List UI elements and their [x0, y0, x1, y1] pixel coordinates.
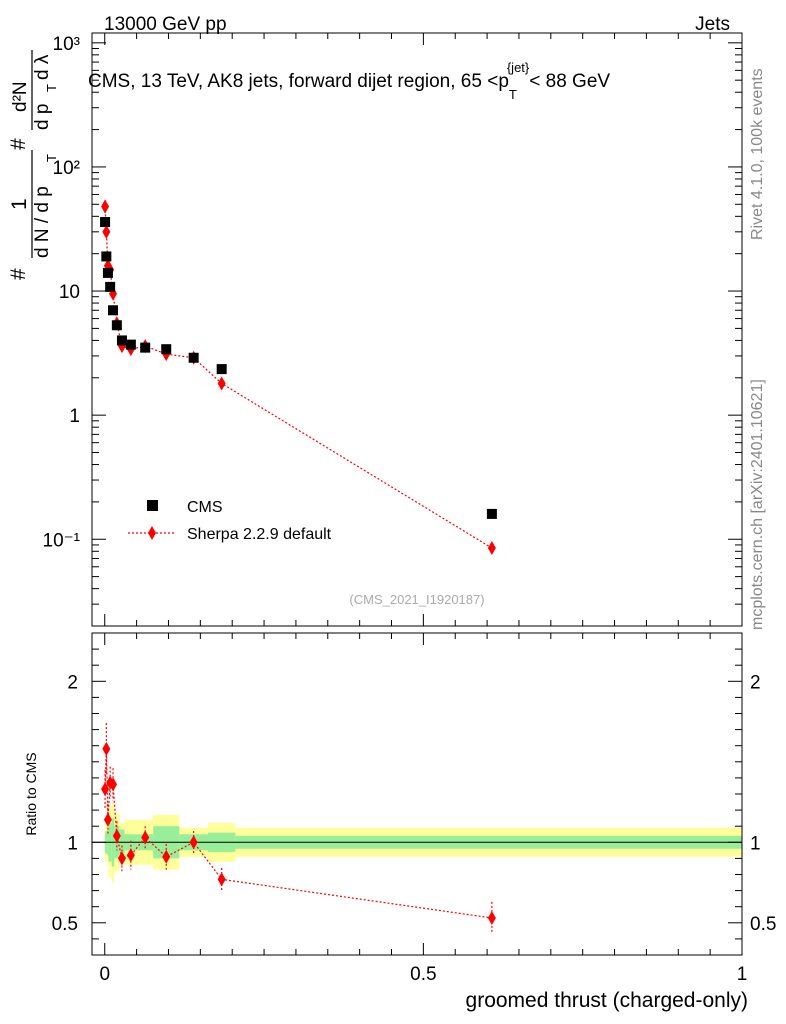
ratio-x-tick-label: 1 — [737, 964, 748, 985]
analysis-id: (CMS_2021_I1920187) — [349, 592, 484, 607]
sherpa-main-line — [104, 206, 493, 549]
cms-main-point — [105, 281, 116, 292]
title-part-sup: {jet} — [507, 60, 530, 75]
main-frame — [91, 32, 743, 627]
sherpa-main-line-group — [104, 206, 493, 549]
legend-sherpa-label: Sherpa 2.2.9 default — [187, 526, 332, 543]
sherpa-main-point — [101, 199, 110, 214]
y-label-sub-t-1: T — [44, 154, 59, 162]
sherpa-ratio-point — [117, 851, 126, 866]
ratio-y-tick-label-right: 2 — [750, 672, 761, 693]
legend-cms-label: CMS — [187, 499, 223, 516]
sherpa-ratio-point — [101, 782, 110, 797]
y-label-numerator: d²N — [10, 81, 31, 112]
y-label-denominator: d N / d p — [32, 186, 53, 258]
cms-main-point — [140, 342, 151, 353]
cms-main-point — [161, 344, 172, 355]
y-label-one: 1 — [8, 198, 31, 210]
cms-main-point — [108, 305, 119, 316]
cms-main-markers — [100, 216, 497, 519]
y-label-den2: d p — [32, 104, 53, 130]
sherpa-main-point — [217, 376, 226, 391]
cms-main-point — [102, 267, 113, 278]
sherpa-main-error-bars — [104, 200, 493, 553]
cms-main-point — [116, 335, 127, 346]
sherpa-main-point — [102, 224, 111, 239]
main-y-tick-label: 10³ — [53, 34, 80, 55]
ratio-y-tick-label: 1 — [67, 833, 78, 854]
energy-label: 13000 GeV pp — [104, 14, 227, 35]
ratio-ticks — [92, 632, 743, 956]
ratio-x-tick-label: 0 — [99, 964, 110, 985]
legend-sherpa-marker — [148, 526, 156, 540]
sherpa-ratio-point — [141, 830, 150, 845]
sherpa-ratio-point — [189, 835, 198, 850]
sherpa-ratio-point — [103, 812, 112, 827]
y-label-hash-2: # — [7, 138, 30, 150]
side-site-label: mcplots.cern.ch [arXiv:2401.10621] — [749, 379, 766, 630]
title-part-end: < 88 GeV — [529, 71, 610, 92]
sherpa-ratio-point — [102, 741, 111, 756]
cms-main-point — [188, 352, 199, 363]
sherpa-ratio-point — [112, 828, 121, 843]
sherpa-ratio-point — [487, 910, 496, 925]
main-y-tick-label: 10⁻¹ — [43, 530, 81, 551]
ratio-x-tick-labels: 0 0.5 1 — [99, 964, 747, 985]
ratio-y-tick-labels: 0.5 0.5 1 1 2 2 — [52, 672, 777, 935]
ratio-x-tick-label: 0.5 — [410, 964, 436, 985]
cms-main-point — [486, 508, 497, 519]
main-y-tick-label: 1 — [69, 406, 80, 427]
legend: CMS Sherpa 2.2.9 default — [128, 499, 332, 543]
sherpa-ratio-markers — [101, 741, 496, 925]
title-part-main: CMS, 13 TeV, AK8 jets, forward dijet reg… — [88, 71, 509, 92]
sherpa-ratio-point — [126, 848, 135, 863]
ratio-y-tick-label-right: 1 — [750, 833, 761, 854]
side-rivet-label: Rivet 4.1.0, 100k events — [749, 68, 766, 240]
y-label-hash-1: # — [7, 268, 30, 280]
x-axis-label: groomed thrust (charged-only) — [466, 989, 748, 1012]
cms-main-point — [125, 339, 136, 350]
sherpa-main-point — [487, 541, 496, 556]
main-y-tick-labels: 10⁻¹ 1 10 10² 10³ — [43, 34, 81, 551]
main-y-tick-label: 10 — [59, 282, 80, 303]
main-y-label: # 1 d N / d p T # d²N d p T d λ — [7, 50, 59, 280]
title-part-sub: T — [509, 87, 517, 102]
chart-title: CMS, 13 TeV, AK8 jets, forward dijet reg… — [88, 60, 610, 102]
cms-main-point — [216, 364, 227, 375]
main-y-tick-label: 10² — [53, 158, 80, 179]
main-ticks — [92, 33, 743, 627]
ratio-y-tick-label-right: 0.5 — [750, 914, 776, 935]
y-label-dlambda: d λ — [32, 54, 53, 80]
sherpa-ratio-point — [109, 777, 118, 792]
sherpa-ratio-point — [162, 849, 171, 864]
ratio-y-tick-label: 0.5 — [52, 914, 78, 935]
cms-main-point — [111, 320, 122, 331]
cms-main-point — [100, 216, 111, 227]
category-label: Jets — [695, 14, 730, 35]
ratio-y-label: Ratio to CMS — [23, 752, 39, 835]
cms-main-point — [101, 251, 112, 262]
sherpa-ratio-point — [217, 872, 226, 887]
sherpa-main-markers — [101, 199, 496, 556]
y-label-sub-t-2: T — [44, 84, 59, 92]
ratio-y-tick-label: 2 — [67, 672, 78, 693]
legend-cms-marker — [147, 500, 158, 511]
